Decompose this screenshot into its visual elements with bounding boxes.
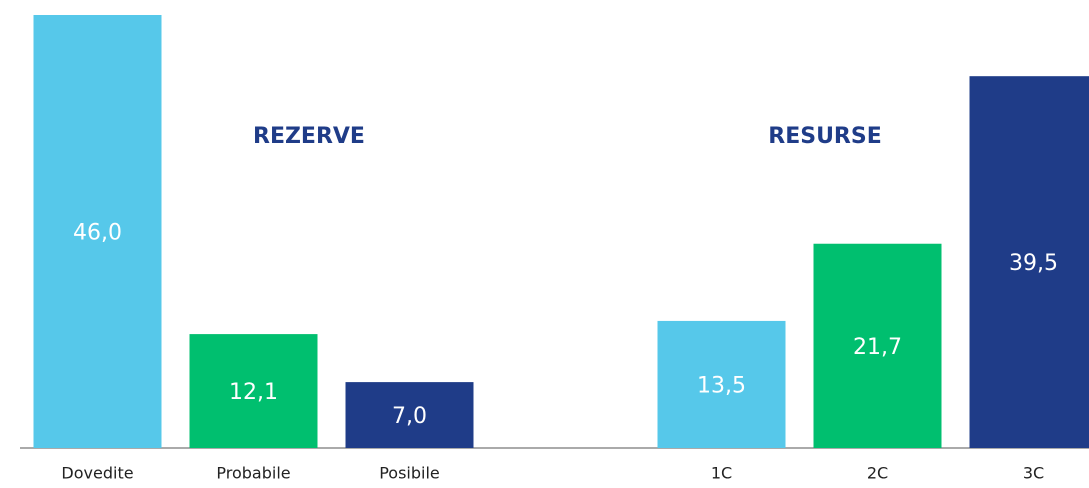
value-label: 7,0 bbox=[392, 404, 427, 429]
value-label: 21,7 bbox=[853, 335, 902, 360]
bar bbox=[189, 334, 318, 448]
bar bbox=[345, 382, 474, 448]
bar bbox=[33, 15, 162, 448]
value-label: 39,5 bbox=[1009, 251, 1058, 276]
bar bbox=[657, 320, 786, 448]
group-label: RESURSE bbox=[768, 124, 882, 149]
value-label: 46,0 bbox=[73, 221, 122, 246]
x-tick-label: 1C bbox=[711, 464, 732, 483]
x-tick-label: Probabile bbox=[216, 464, 290, 483]
x-tick-label: Posibile bbox=[379, 464, 440, 483]
group-label: REZERVE bbox=[253, 124, 365, 149]
x-tick-label: 3C bbox=[1023, 464, 1044, 483]
value-label: 12,1 bbox=[229, 380, 278, 405]
x-tick-label: 2C bbox=[867, 464, 888, 483]
x-tick-label: Dovedite bbox=[61, 464, 133, 483]
bar bbox=[813, 243, 942, 448]
value-label: 13,5 bbox=[697, 373, 746, 398]
bar bbox=[969, 76, 1089, 448]
